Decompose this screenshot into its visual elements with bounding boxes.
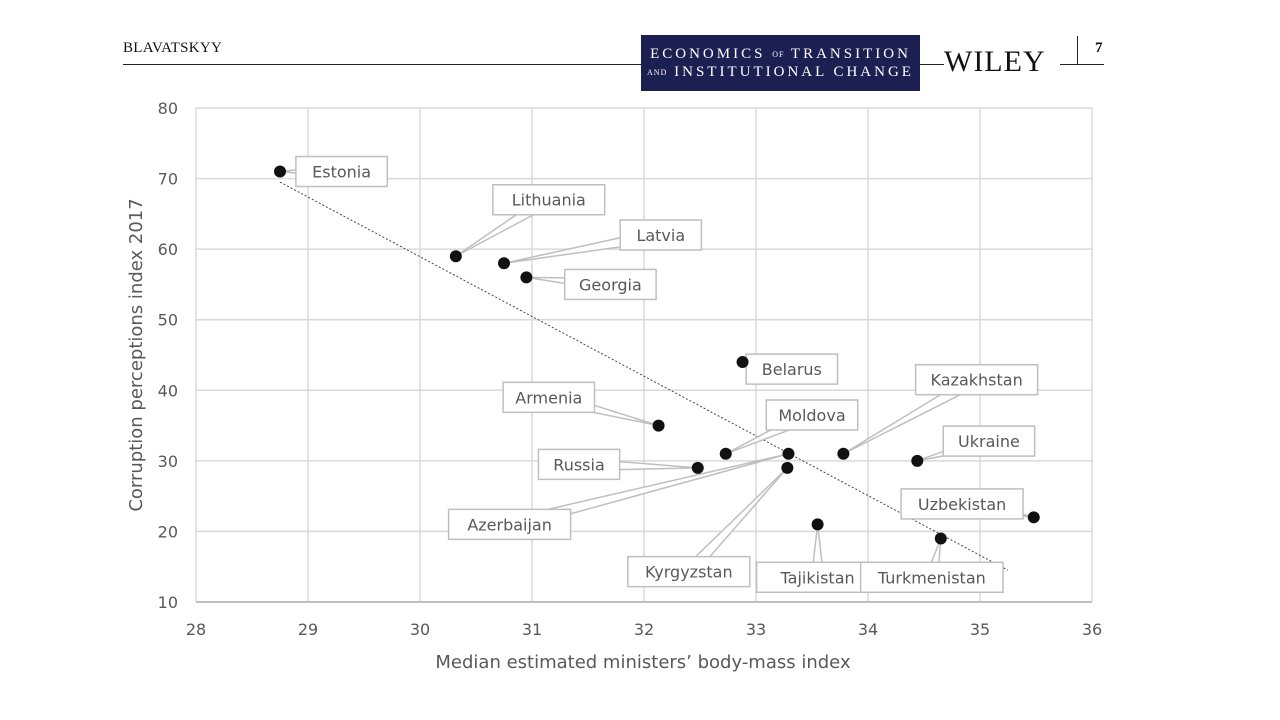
callout-box-georgia [563, 268, 657, 301]
publisher-logo: WILEY [944, 45, 1046, 78]
point-label-azerbaijan: Azerbaijan [467, 515, 552, 534]
callout-box-ukraine [942, 425, 1036, 457]
journal-word-transition: TRANSITION [790, 46, 911, 62]
callout-box-turkmenistan [859, 561, 1004, 594]
data-point-armenia [652, 419, 665, 432]
callout-box-tajikistan [755, 561, 880, 594]
y-tick-label: 20 [158, 522, 178, 541]
x-tick-label: 32 [634, 620, 654, 639]
data-point-estonia [274, 165, 286, 178]
header-rule [123, 64, 641, 65]
y-tick-label: 10 [158, 593, 178, 612]
point-label-lithuania: Lithuania [512, 191, 586, 210]
point-label-georgia: Georgia [579, 275, 642, 294]
y-tick-label: 40 [158, 381, 178, 400]
header-rule [1060, 64, 1104, 65]
x-tick-label: 34 [858, 620, 878, 639]
point-label-belarus: Belarus [762, 360, 822, 379]
data-point-turkmenistan [934, 532, 947, 545]
callout-box-lithuania [492, 183, 606, 216]
callout-box-kyrgyzstan [627, 555, 751, 588]
journal-word-institutional-change: INSTITUTIONAL CHANGE [674, 64, 914, 80]
data-point-uzbekistan [1027, 511, 1040, 524]
point-label-turkmenistan: Turkmenistan [877, 568, 986, 587]
journal-banner: ECONOMICS OF TRANSITION AND INSTITUTIONA… [641, 35, 920, 91]
callout-box-kazakhstan [914, 363, 1039, 396]
x-tick-label: 30 [410, 620, 430, 639]
header-rule [920, 64, 944, 65]
data-point-tajikistan [811, 518, 824, 531]
point-label-kyrgyzstan: Kyrgyzstan [645, 563, 733, 582]
page-number: 7 [1095, 40, 1103, 56]
callout-box-belarus [745, 353, 839, 385]
data-point-latvia [498, 257, 510, 270]
trend-line-segment [279, 181, 1009, 571]
data-point-kazakhstan [837, 447, 850, 460]
y-tick-label: 30 [158, 452, 178, 471]
axis-ticks: 28 29 30 31 32 33 34 35 36 10 20 30 40 50 60 70 80 [158, 99, 1103, 639]
x-tick-label: 28 [186, 620, 206, 639]
x-tick-label: 31 [522, 620, 542, 639]
x-tick-label: 33 [746, 620, 766, 639]
header-vertical-rule [1077, 36, 1078, 65]
x-axis-label: Median estimated ministers’ body-mass in… [435, 652, 851, 673]
callout-box-uzbekistan [900, 488, 1024, 520]
running-head-author: BLAVATSKYY [123, 40, 223, 56]
data-point-lithuania [449, 250, 462, 263]
point-label-moldova: Moldova [778, 406, 845, 425]
x-tick-label: 36 [1082, 620, 1102, 639]
y-tick-label: 70 [158, 170, 178, 189]
point-label-tajikistan: Tajikistan [780, 568, 855, 587]
callout-box-moldova [765, 399, 859, 431]
journal-title-line-2: AND INSTITUTIONAL CHANGE [641, 64, 920, 81]
data-point-belarus [736, 356, 749, 369]
callout-box-armenia [502, 381, 596, 414]
journal-title-line-1: ECONOMICS OF TRANSITION [641, 46, 920, 63]
point-label-ukraine: Ukraine [958, 432, 1020, 451]
data-point-kyrgyzstan [781, 461, 794, 474]
x-tick-label: 35 [970, 620, 990, 639]
y-tick-label: 50 [158, 311, 178, 330]
journal-word-of: OF [772, 50, 785, 59]
point-label-latvia: Latvia [636, 226, 685, 245]
x-tick-label: 29 [298, 620, 318, 639]
data-point-georgia [520, 271, 533, 284]
y-axis-label: Corruption perceptions index 2017 [126, 198, 147, 511]
callout-box-russia [537, 448, 621, 481]
point-callouts: Estonia Lithuania Latvia Georgia Belarus Kaza… [279, 155, 1039, 594]
trend-line [279, 181, 1009, 571]
data-point-moldova [719, 447, 732, 460]
y-tick-label: 80 [158, 99, 178, 118]
callout-box-azerbaijan [447, 508, 572, 541]
y-tick-label: 60 [158, 240, 178, 259]
callout-box-estonia [295, 155, 389, 188]
callout-box-latvia [619, 219, 703, 251]
journal-word-and: AND [647, 68, 668, 77]
point-label-kazakhstan: Kazakhstan [931, 371, 1023, 390]
point-label-russia: Russia [553, 455, 604, 474]
point-label-armenia: Armenia [515, 388, 582, 407]
point-label-estonia: Estonia [312, 163, 371, 182]
data-point-ukraine [911, 454, 924, 467]
data-points [274, 165, 1040, 545]
data-point-russia [691, 461, 704, 474]
journal-word-economics: ECONOMICS [650, 46, 766, 62]
point-label-uzbekistan: Uzbekistan [918, 495, 1006, 514]
data-point-azerbaijan [782, 447, 795, 460]
